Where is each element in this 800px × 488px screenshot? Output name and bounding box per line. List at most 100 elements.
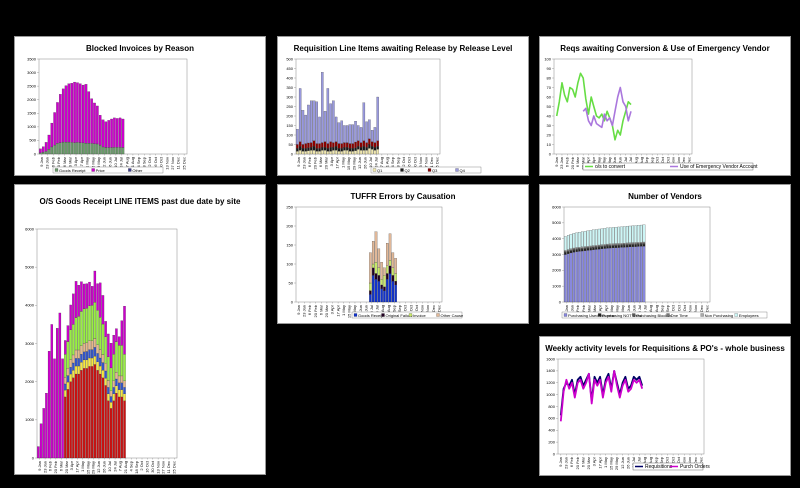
bar-segment: [310, 142, 313, 148]
bar-segment: [82, 351, 86, 361]
x-tick-label: 12 Jun: [96, 461, 101, 473]
bar-segment: [578, 249, 581, 252]
bar-segment: [628, 225, 632, 243]
bar-segment: [42, 146, 45, 153]
x-tick-label: 1 May: [341, 305, 346, 316]
y-tick-label: 400: [286, 75, 293, 80]
bar-segment: [348, 124, 352, 144]
x-tick-label: 18 Sep: [665, 304, 670, 317]
bar-segment: [359, 127, 363, 143]
bar-segment: [332, 147, 335, 151]
bar-segment: [589, 245, 592, 248]
bar-segment: [637, 225, 640, 243]
bar-segment: [589, 248, 592, 251]
x-tick-label: 15 May: [85, 461, 90, 474]
bar-segment: [39, 148, 42, 154]
bar-segment: [112, 354, 115, 382]
bar-segment: [600, 248, 604, 303]
x-tick-label: 12 Jun: [358, 305, 363, 317]
bar-segment: [304, 143, 307, 149]
x-tick-label: 25 Dec: [172, 461, 177, 474]
chart-title: O/S Goods Receipt LINE ITEMS past due da…: [39, 197, 241, 206]
bar-segment: [315, 143, 318, 149]
bar-segment: [323, 147, 327, 151]
bar-segment: [72, 354, 75, 364]
bar-segment: [101, 370, 105, 378]
bar-segment: [326, 143, 330, 149]
bar-segment: [620, 247, 623, 303]
x-tick-label: 26 Jun: [363, 305, 368, 317]
bar-segment: [370, 149, 374, 155]
x-tick-label: 6 Feb: [50, 156, 55, 167]
bar-segment: [88, 357, 91, 367]
x-tick-label: 24 Jul: [119, 157, 124, 168]
x-tick-label: 30 Oct: [676, 456, 681, 469]
bar-segment: [312, 146, 316, 151]
bar-segment: [112, 387, 115, 394]
bar-segment: [388, 273, 392, 303]
bar-segment: [569, 234, 573, 249]
bar-segment: [123, 305, 126, 355]
bar-segment: [42, 408, 45, 459]
bar-segment: [569, 248, 573, 250]
bar-segment: [104, 378, 107, 386]
bar-segment: [117, 375, 121, 383]
bar-segment: [337, 143, 341, 149]
x-tick-label: 2 Oct: [139, 460, 144, 470]
y-tick-label: 3500: [27, 56, 37, 61]
bar-segment: [609, 243, 612, 245]
bar-segment: [583, 231, 587, 247]
bar-segment: [595, 249, 598, 303]
x-tick-label: 15 May: [615, 305, 620, 318]
bar-segment: [380, 261, 383, 280]
y-tick-label: 4000: [552, 236, 562, 241]
y-tick-label: 500: [29, 138, 36, 143]
x-tick-label: 6 Mar: [575, 156, 580, 167]
bar-segment: [81, 142, 85, 155]
x-tick-label: 1 May: [603, 457, 608, 468]
bar-segment: [307, 142, 310, 148]
bar-segment: [625, 242, 629, 244]
plot-area: [557, 358, 705, 455]
bar-segment: [107, 333, 110, 357]
x-tick-label: 24 Jul: [628, 157, 633, 168]
bar-segment: [637, 242, 640, 244]
bar-segment: [113, 147, 116, 155]
y-tick-label: 1000: [546, 392, 556, 397]
x-tick-label: 18 Sep: [134, 460, 139, 473]
bar-segment: [112, 380, 115, 388]
bar-segment: [64, 85, 68, 143]
bar-segment: [628, 244, 632, 247]
y-tick-label: 6000: [25, 226, 35, 231]
x-tick-label: 23 Jan: [45, 157, 50, 169]
bar-segment: [64, 396, 67, 459]
bar-segment: [53, 144, 56, 155]
bar-segment: [321, 72, 324, 143]
x-tick-label: 21 Aug: [123, 461, 128, 473]
bar-segment: [388, 260, 392, 266]
bar-segment: [391, 275, 395, 282]
bar-segment: [377, 248, 381, 268]
x-tick-label: 6 Mar: [586, 304, 591, 315]
x-tick-label: 23 Jan: [302, 305, 307, 317]
bar-segment: [600, 244, 604, 246]
bar-segment: [606, 227, 609, 245]
legend-box: [351, 311, 463, 319]
legend-label: Q2: [405, 168, 411, 173]
x-tick-label: 11 Dec: [429, 157, 434, 169]
bar-segment: [56, 143, 59, 155]
chart-svg: 0 1000 2000 3000 4000 5000 6000 9 Jan 23 Jan 6 Fe…: [25, 226, 178, 474]
bar-segment: [101, 354, 105, 363]
y-tick-label: 300: [286, 94, 293, 99]
bar-segment: [99, 357, 102, 367]
bar-segment: [120, 375, 123, 383]
bar-segment: [581, 250, 584, 303]
bar-segment: [88, 366, 91, 459]
x-tick-label: 7 Aug: [379, 157, 384, 167]
bar-segment: [575, 251, 578, 303]
bar-segment: [346, 150, 349, 155]
bar-segment: [394, 273, 397, 282]
bar-segment: [614, 243, 618, 245]
bar-segment: [631, 246, 635, 303]
bar-segment: [351, 143, 354, 149]
